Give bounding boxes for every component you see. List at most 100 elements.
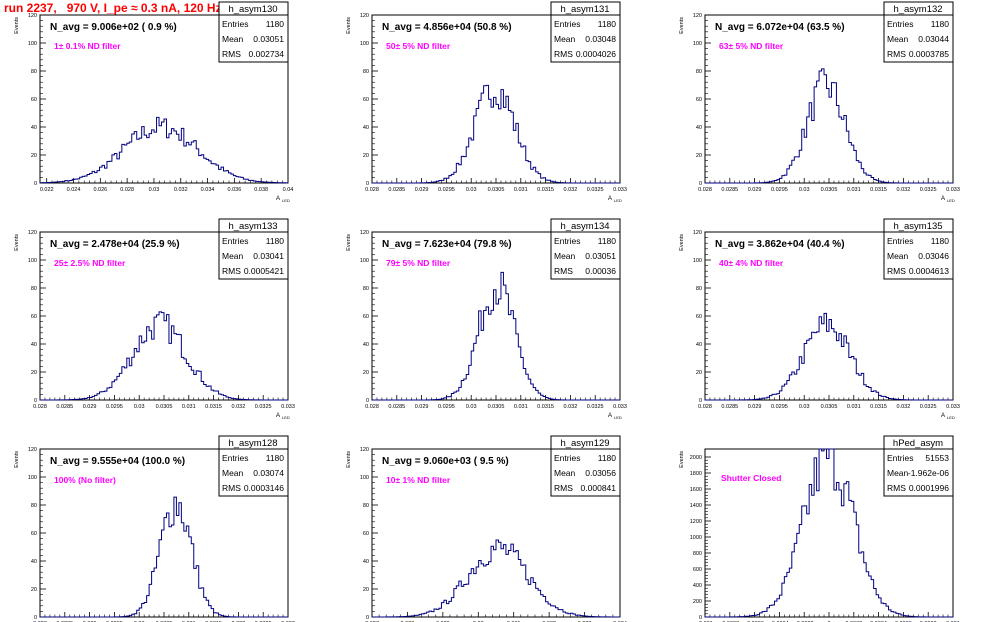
stats-label: RMS bbox=[222, 266, 241, 276]
y-tick-label: 100 bbox=[28, 258, 37, 264]
stats-label: Entries bbox=[887, 453, 913, 463]
y-tick-label: 1600 bbox=[690, 487, 702, 493]
y-tick-label: 0 bbox=[699, 615, 702, 621]
stats-value: 1180 bbox=[931, 19, 950, 29]
stats-label: RMS bbox=[554, 483, 573, 493]
histogram-name: hPed_asym bbox=[893, 438, 943, 449]
x-tick-label: 0.0305 bbox=[156, 404, 173, 410]
x-tick-label: 0.0305 bbox=[821, 404, 838, 410]
stats-value: 0.0003785 bbox=[909, 49, 949, 59]
stats-value: 0.03048 bbox=[585, 34, 616, 44]
x-tick-label: 0.038 bbox=[254, 187, 268, 193]
stats-value: 0.03051 bbox=[253, 34, 284, 44]
y-tick-label: 120 bbox=[28, 230, 37, 236]
stats-label: RMS bbox=[887, 266, 906, 276]
histogram-panel-h_asym131: 0.028 0.0285 0.029 0.0295 0.03 0.0305 0.031 0.0… bbox=[346, 1, 627, 203]
y-tick-label: 60 bbox=[31, 97, 37, 103]
histogram-panel-h_asym128: 0.0280.02850.0290.02950.030.03050.0310.0… bbox=[14, 435, 295, 622]
stats-label: Entries bbox=[554, 19, 580, 29]
stats-label: RMS bbox=[887, 49, 906, 59]
x-tick-label: 0.0295 bbox=[438, 404, 455, 410]
stats-value: 0.0003146 bbox=[244, 483, 284, 493]
x-tick-label: 0.0315 bbox=[537, 187, 554, 193]
x-axis-label: A bbox=[608, 413, 612, 419]
y-tick-label: 20 bbox=[363, 370, 369, 376]
stats-label: Entries bbox=[222, 453, 248, 463]
y-tick-label: 100 bbox=[28, 475, 37, 481]
y-tick-label: 0 bbox=[34, 181, 37, 187]
y-tick-label: 120 bbox=[28, 447, 37, 453]
y-tick-label: 600 bbox=[693, 567, 702, 573]
y-axis-label: Events bbox=[679, 451, 685, 468]
stats-value: 0.03056 bbox=[585, 468, 616, 478]
x-tick-label: 0.0305 bbox=[488, 404, 505, 410]
x-axis-label: A bbox=[608, 196, 612, 202]
x-tick-label: 0.0295 bbox=[438, 187, 455, 193]
stats-label: Entries bbox=[554, 236, 580, 246]
x-tick-label: 0.03 bbox=[149, 187, 160, 193]
histogram-panel-h_asym130: 0.022 0.024 0.026 0.028 0.03 0.032 0.034 0.036 0… bbox=[14, 1, 294, 203]
histogram-panel-h_asym132: 0.028 0.0285 0.029 0.0295 0.03 0.0305 0.031 0.0… bbox=[679, 1, 960, 203]
y-tick-label: 100 bbox=[28, 41, 37, 47]
x-tick-label: 0.028 bbox=[365, 187, 379, 193]
x-axis-label-sub: LED bbox=[282, 198, 290, 203]
x-tick-label: 0.0315 bbox=[870, 404, 887, 410]
x-tick-label: 0.029 bbox=[415, 187, 429, 193]
x-tick-label: 0.0285 bbox=[721, 404, 738, 410]
histogram-outline bbox=[371, 539, 621, 618]
x-tick-label: 0.03 bbox=[466, 404, 477, 410]
x-axis-label-sub: LED bbox=[947, 198, 955, 203]
navg-label: N_avg = 9.555e+04 (100.0 %) bbox=[50, 456, 185, 467]
y-tick-label: 20 bbox=[363, 153, 369, 159]
y-axis-label: Events bbox=[346, 451, 352, 468]
x-tick-label: 0.0305 bbox=[488, 187, 505, 193]
y-tick-label: 80 bbox=[363, 503, 369, 509]
x-tick-label: 0.036 bbox=[227, 187, 241, 193]
histogram-name: h_asym128 bbox=[228, 438, 277, 449]
stats-label: RMS bbox=[222, 49, 241, 59]
y-tick-label: 80 bbox=[363, 69, 369, 75]
y-tick-label: 120 bbox=[693, 230, 702, 236]
stats-value: 0.0004026 bbox=[576, 49, 616, 59]
x-tick-label: 0.04 bbox=[283, 187, 294, 193]
histogram-panel-h_asym129: 0.0270.0280.0290.030.0310.0320.0330.0340… bbox=[346, 435, 627, 622]
x-tick-label: 0.0295 bbox=[771, 187, 788, 193]
x-tick-label: 0.0285 bbox=[56, 404, 73, 410]
y-tick-label: 40 bbox=[363, 342, 369, 348]
x-tick-label: 0.0325 bbox=[587, 404, 604, 410]
filter-note: 25± 2.5% ND filter bbox=[54, 258, 126, 268]
histogram-panel-hPed_asym: -0.001-0.0008-0.0006-0.0004-0.000200.000… bbox=[679, 435, 960, 622]
y-tick-label: 100 bbox=[360, 475, 369, 481]
y-tick-label: 120 bbox=[360, 447, 369, 453]
x-tick-label: 0.0285 bbox=[388, 187, 405, 193]
y-tick-label: 40 bbox=[31, 125, 37, 131]
y-tick-label: 80 bbox=[363, 286, 369, 292]
y-tick-label: 40 bbox=[31, 342, 37, 348]
stats-label: Mean bbox=[887, 468, 909, 478]
histogram-outline bbox=[39, 311, 289, 401]
y-tick-label: 200 bbox=[693, 599, 702, 605]
x-tick-label: 0.0325 bbox=[255, 404, 272, 410]
x-axis-label-sub: LED bbox=[614, 415, 622, 420]
y-tick-label: 40 bbox=[696, 342, 702, 348]
filter-note: 79± 5% ND filter bbox=[386, 258, 451, 268]
filter-note: Shutter Closed bbox=[721, 473, 781, 483]
histogram-name: h_asym131 bbox=[560, 4, 609, 15]
y-axis-label: Events bbox=[679, 234, 685, 251]
stats-value: 0.03044 bbox=[918, 34, 949, 44]
histogram-name: h_asym135 bbox=[893, 221, 942, 232]
x-tick-label: 0.03 bbox=[799, 187, 810, 193]
stats-value: 0.03041 bbox=[253, 251, 284, 261]
stats-value: 1180 bbox=[266, 19, 285, 29]
histogram-name: h_asym130 bbox=[228, 4, 277, 15]
x-axis-label-sub: LED bbox=[614, 198, 622, 203]
y-tick-label: 800 bbox=[693, 551, 702, 557]
y-tick-label: 60 bbox=[363, 531, 369, 537]
x-tick-label: 0.0305 bbox=[821, 187, 838, 193]
stats-label: Mean bbox=[222, 34, 244, 44]
stats-label: Mean bbox=[887, 34, 909, 44]
x-tick-label: 0.031 bbox=[847, 187, 861, 193]
x-tick-label: 0.028 bbox=[698, 187, 712, 193]
y-tick-label: 20 bbox=[31, 153, 37, 159]
